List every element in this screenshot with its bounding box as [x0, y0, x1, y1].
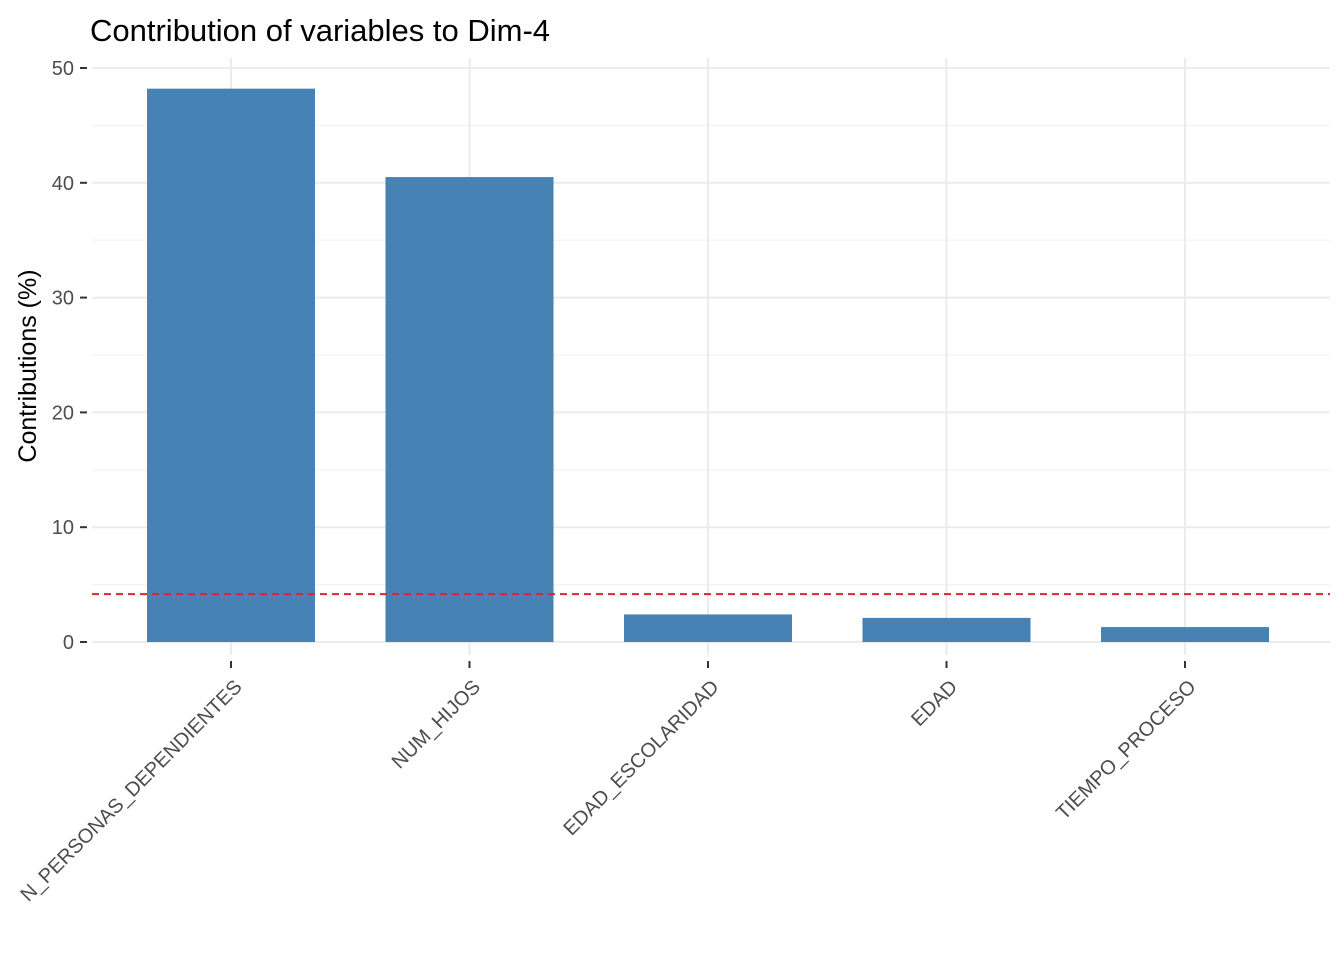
x-tick-label: TIEMPO_PROCESO: [1052, 676, 1200, 824]
bars: [147, 88, 1269, 642]
bar: [624, 614, 792, 642]
y-axis-label: Contributions (%): [14, 269, 42, 462]
y-tick-label: 20: [52, 402, 74, 424]
bar: [147, 88, 315, 642]
chart-title: Contribution of variables to Dim-4: [90, 13, 550, 48]
y-tick-label: 50: [52, 58, 74, 80]
x-tick-label: EDAD: [907, 676, 962, 731]
y-tick-label: 30: [52, 288, 74, 310]
x-tick-label: N_PERSONAS_DEPENDIENTES: [16, 676, 246, 906]
bar: [862, 617, 1031, 642]
plot-area: [92, 58, 1330, 655]
y-tick-label: 40: [52, 173, 74, 195]
y-tick-label: 0: [63, 632, 74, 654]
x-tick-label: EDAD_ESCOLARIDAD: [559, 676, 723, 840]
bar: [1101, 627, 1269, 642]
bar: [385, 177, 554, 642]
x-tick-label: NUM_HIJOS: [388, 676, 485, 773]
x-axis: N_PERSONAS_DEPENDIENTES NUM_HIJOS EDAD_ESC…: [16, 661, 1201, 906]
y-tick-label: 10: [52, 517, 74, 539]
y-axis: 0 10 20 30 40 50: [52, 58, 87, 654]
